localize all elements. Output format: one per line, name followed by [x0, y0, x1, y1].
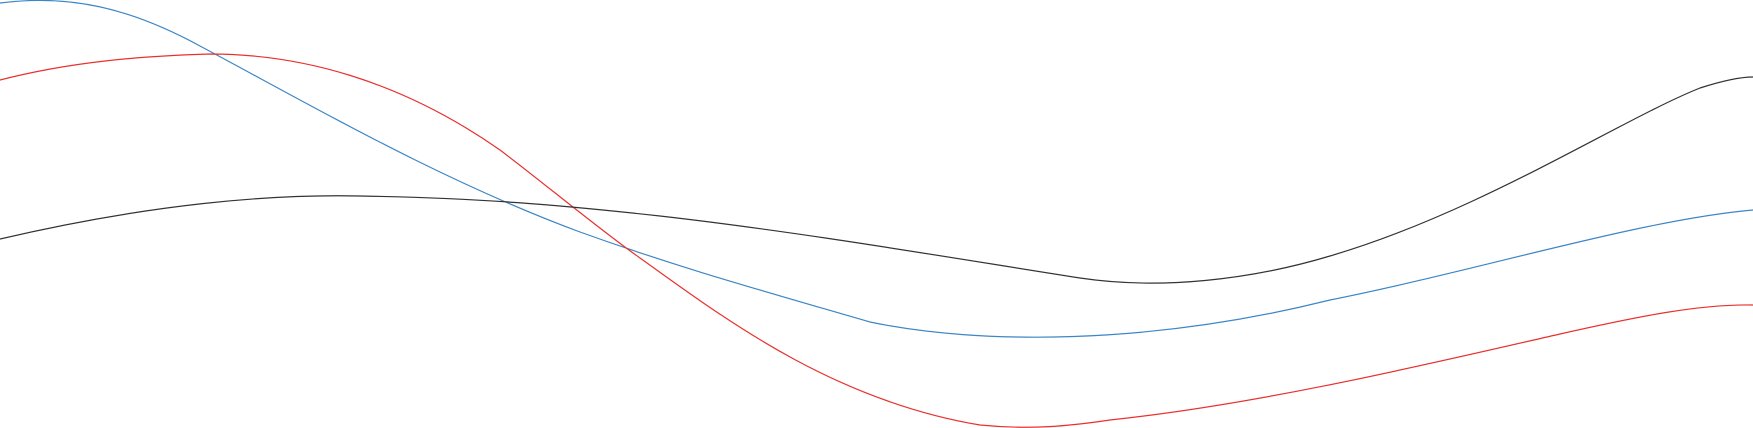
black-wave-line — [0, 76, 1753, 284]
blue-wave-line — [0, 0, 1753, 338]
red-wave-line — [0, 53, 1753, 428]
